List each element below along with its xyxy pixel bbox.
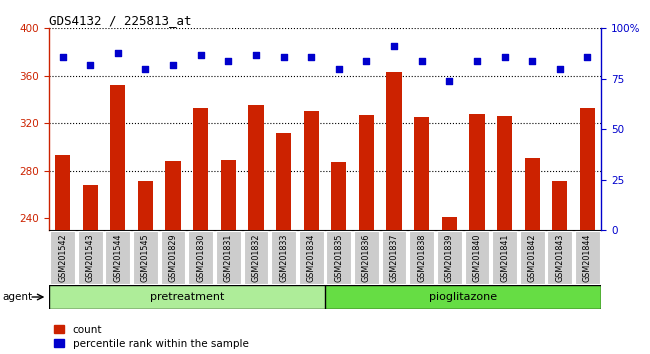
Point bbox=[444, 78, 454, 84]
Point bbox=[278, 54, 289, 59]
Point bbox=[85, 62, 96, 68]
FancyBboxPatch shape bbox=[437, 231, 461, 284]
Text: GSM201832: GSM201832 bbox=[252, 233, 261, 282]
Text: GSM201542: GSM201542 bbox=[58, 233, 67, 282]
Point bbox=[196, 52, 206, 57]
Text: GSM201544: GSM201544 bbox=[113, 233, 122, 282]
Bar bbox=[325, 285, 601, 309]
FancyBboxPatch shape bbox=[299, 231, 324, 284]
Text: GSM201829: GSM201829 bbox=[168, 233, 177, 282]
Bar bbox=[166, 161, 181, 354]
Point bbox=[554, 66, 565, 72]
Point bbox=[306, 54, 317, 59]
Text: GSM201839: GSM201839 bbox=[445, 233, 454, 282]
FancyBboxPatch shape bbox=[575, 231, 600, 284]
FancyBboxPatch shape bbox=[465, 231, 489, 284]
Text: GSM201841: GSM201841 bbox=[500, 233, 509, 282]
Bar bbox=[414, 117, 429, 354]
Point bbox=[417, 58, 427, 63]
Point bbox=[361, 58, 372, 63]
Bar bbox=[552, 182, 567, 354]
Bar bbox=[248, 105, 263, 354]
Text: GDS4132 / 225813_at: GDS4132 / 225813_at bbox=[49, 14, 191, 27]
Text: GSM201843: GSM201843 bbox=[555, 233, 564, 282]
Bar bbox=[359, 115, 374, 354]
FancyBboxPatch shape bbox=[547, 231, 572, 284]
Text: GSM201844: GSM201844 bbox=[583, 233, 592, 282]
FancyBboxPatch shape bbox=[326, 231, 351, 284]
Bar bbox=[387, 72, 402, 354]
Text: GSM201831: GSM201831 bbox=[224, 233, 233, 282]
Text: GSM201830: GSM201830 bbox=[196, 233, 205, 282]
Point bbox=[527, 58, 538, 63]
Bar bbox=[442, 217, 457, 354]
Text: GSM201842: GSM201842 bbox=[528, 233, 537, 282]
Text: pioglitazone: pioglitazone bbox=[429, 292, 497, 302]
Bar bbox=[497, 116, 512, 354]
FancyBboxPatch shape bbox=[354, 231, 379, 284]
Bar bbox=[193, 108, 208, 354]
FancyBboxPatch shape bbox=[271, 231, 296, 284]
Point bbox=[582, 54, 593, 59]
Point bbox=[168, 62, 178, 68]
Text: GSM201543: GSM201543 bbox=[86, 233, 95, 282]
FancyBboxPatch shape bbox=[492, 231, 517, 284]
FancyBboxPatch shape bbox=[133, 231, 158, 284]
Point bbox=[333, 66, 344, 72]
FancyBboxPatch shape bbox=[188, 231, 213, 284]
Text: GSM201840: GSM201840 bbox=[473, 233, 482, 282]
FancyBboxPatch shape bbox=[410, 231, 434, 284]
Text: GSM201833: GSM201833 bbox=[279, 233, 288, 282]
Bar bbox=[469, 114, 484, 354]
Bar bbox=[276, 133, 291, 354]
Text: pretreatment: pretreatment bbox=[150, 292, 224, 302]
Bar bbox=[332, 162, 346, 354]
Bar bbox=[49, 285, 325, 309]
Point bbox=[112, 50, 123, 55]
Point bbox=[472, 58, 482, 63]
FancyBboxPatch shape bbox=[78, 231, 103, 284]
Point bbox=[251, 52, 261, 57]
Bar bbox=[55, 155, 70, 354]
Point bbox=[223, 58, 233, 63]
Point bbox=[499, 54, 510, 59]
Text: GSM201837: GSM201837 bbox=[389, 233, 398, 282]
FancyBboxPatch shape bbox=[382, 231, 406, 284]
Legend: count, percentile rank within the sample: count, percentile rank within the sample bbox=[54, 325, 248, 349]
FancyBboxPatch shape bbox=[161, 231, 185, 284]
Bar bbox=[525, 158, 540, 354]
Bar bbox=[138, 182, 153, 354]
FancyBboxPatch shape bbox=[50, 231, 75, 284]
Text: GSM201838: GSM201838 bbox=[417, 233, 426, 282]
Text: GSM201834: GSM201834 bbox=[307, 233, 316, 282]
Point bbox=[140, 66, 151, 72]
Bar bbox=[83, 185, 98, 354]
Text: agent: agent bbox=[2, 292, 32, 302]
FancyBboxPatch shape bbox=[244, 231, 268, 284]
FancyBboxPatch shape bbox=[216, 231, 240, 284]
Bar bbox=[111, 85, 125, 354]
FancyBboxPatch shape bbox=[105, 231, 130, 284]
Point bbox=[57, 54, 68, 59]
Bar bbox=[304, 112, 318, 354]
Bar bbox=[221, 160, 236, 354]
Point bbox=[389, 44, 399, 49]
Text: GSM201835: GSM201835 bbox=[334, 233, 343, 282]
FancyBboxPatch shape bbox=[520, 231, 545, 284]
Text: GSM201545: GSM201545 bbox=[141, 233, 150, 282]
Text: GSM201836: GSM201836 bbox=[362, 233, 371, 282]
Bar bbox=[580, 108, 595, 354]
